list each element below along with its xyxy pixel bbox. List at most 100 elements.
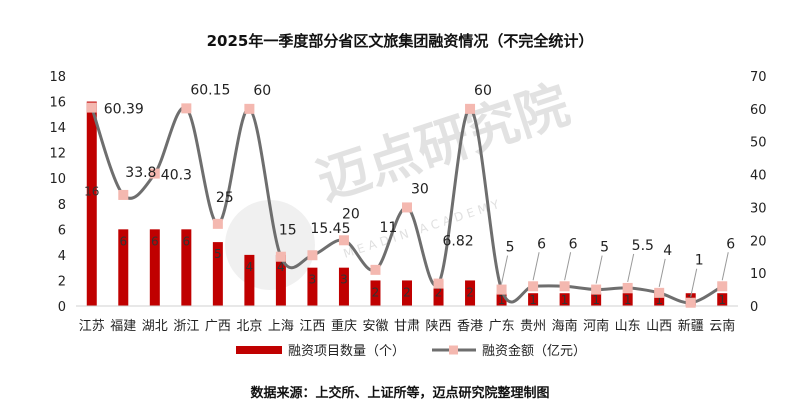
bar [717, 293, 728, 306]
bar [118, 229, 129, 306]
bar-value-label: 4 [246, 260, 254, 274]
legend-bar-swatch [236, 346, 282, 354]
bar [181, 229, 192, 306]
line-value-label: 60.39 [104, 102, 144, 118]
x-axis-category-label: 贵州 [520, 319, 546, 334]
line-marker [275, 251, 286, 262]
x-axis-category-label: 海南 [552, 318, 578, 334]
x-axis-category-label: 广西 [205, 319, 231, 334]
line-value-label: 6 [537, 236, 546, 252]
x-axis-category-label: 香港 [457, 319, 483, 334]
line-value-label: 60 [474, 83, 492, 99]
bar [654, 293, 665, 306]
line-marker [433, 278, 444, 289]
x-axis-category-label: 福建 [110, 319, 136, 334]
line-marker [528, 281, 539, 292]
line-value-label: 20 [342, 206, 360, 222]
bar-value-label: 1 [655, 293, 663, 307]
line-marker [622, 282, 633, 293]
bar-value-label: 6 [151, 234, 159, 248]
line-label-leader [595, 255, 603, 284]
line-marker [181, 103, 192, 114]
line-label-leader [690, 268, 698, 297]
right-axis-tick-label: 10 [750, 267, 767, 282]
bar-value-label: 1 [529, 293, 537, 307]
x-axis-category-label: 江西 [299, 319, 325, 334]
bar-value-label: 1 [624, 293, 632, 307]
line-value-label: 60 [253, 83, 271, 99]
left-axis-tick-label: 16 [49, 96, 66, 111]
line-value-label: 5 [600, 240, 609, 256]
x-axis-category-label: 河南 [583, 318, 609, 334]
x-axis-category-label: 云南 [709, 318, 735, 334]
line-label-leader [564, 252, 572, 281]
bar-value-label: 2 [466, 285, 474, 299]
line-marker [149, 168, 160, 179]
line-marker [717, 281, 728, 292]
x-axis-category-label: 湖北 [142, 319, 168, 334]
watermark-text: 迈点研究院 [310, 75, 576, 212]
left-axis-tick-label: 10 [49, 172, 66, 187]
bar-value-label: 1 [592, 293, 600, 307]
x-axis-category-label: 上海 [268, 319, 294, 334]
bar [212, 242, 223, 306]
line-label-leader [721, 252, 729, 281]
bar-value-label: 1 [718, 293, 726, 307]
left-axis-tick-label: 18 [49, 70, 66, 85]
bar-value-label: 16 [84, 185, 99, 199]
line-label-leader [627, 253, 635, 283]
bar [465, 280, 476, 306]
line-marker [496, 284, 507, 295]
line-value-label: 1 [695, 253, 704, 269]
bar-value-label: 6 [119, 234, 127, 248]
x-axis-category-label: 重庆 [331, 318, 357, 334]
line-marker [591, 284, 602, 295]
left-axis-tick-label: 4 [58, 249, 66, 264]
bar [275, 254, 286, 306]
line-marker [307, 250, 318, 261]
bar-value-label: 5 [214, 247, 222, 261]
left-axis-tick-label: 2 [58, 274, 66, 289]
bar [338, 267, 349, 306]
bar [528, 293, 539, 306]
bar-value-label: 6 [183, 234, 191, 248]
bar-value-label: 2 [403, 285, 411, 299]
x-axis-category-label: 广东 [489, 319, 515, 334]
line-value-label: 33.8 [125, 165, 156, 181]
bar-value-label: 2 [372, 285, 380, 299]
x-axis-category-label: 浙江 [173, 319, 199, 334]
line-value-label: 6.82 [443, 234, 474, 250]
left-axis-tick-label: 6 [58, 223, 66, 238]
line-label-leader [658, 258, 666, 287]
x-axis-category-label: 江苏 [79, 318, 105, 334]
bar-value-label: 1 [561, 293, 569, 307]
line-value-label: 6 [569, 236, 578, 252]
right-axis-tick-label: 20 [750, 234, 767, 249]
line-value-label: 4 [663, 243, 672, 259]
legend-bar-label: 融资项目数量（个） [288, 344, 405, 359]
line-marker [244, 103, 255, 114]
line-value-label: 40.3 [161, 168, 192, 184]
x-axis-category-label: 新疆 [678, 318, 704, 334]
right-axis-tick-label: 30 [750, 201, 767, 216]
x-axis-category-label: 北京 [236, 319, 262, 334]
right-axis-tick-label: 0 [750, 300, 758, 315]
x-axis-category-label: 安徽 [362, 319, 388, 334]
x-axis-category-label: 甘肃 [394, 319, 420, 334]
bar [244, 254, 255, 306]
line-value-label: 30 [411, 181, 429, 197]
left-axis-tick-label: 0 [58, 300, 66, 315]
legend-line-label: 融资金额（亿元） [482, 343, 586, 359]
line-marker [559, 281, 570, 292]
line-value-label: 5 [506, 240, 515, 256]
line-label-leader [532, 252, 540, 281]
right-axis-tick-label: 70 [750, 70, 767, 85]
line-marker [338, 235, 349, 246]
bar [559, 293, 570, 306]
right-axis-tick-label: 60 [750, 103, 767, 118]
bar [622, 293, 633, 306]
right-axis-tick-label: 40 [750, 169, 767, 184]
bar [402, 280, 412, 306]
